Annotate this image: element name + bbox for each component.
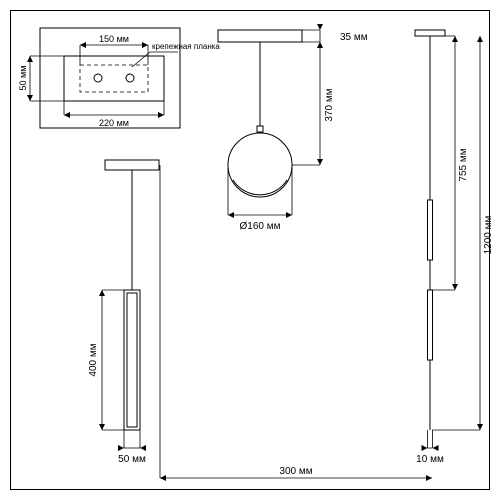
dim-inset-150: 150 мм	[99, 34, 129, 44]
dim-sphere-160: Ø160 мм	[240, 221, 281, 232]
dim-inset-50: 50 мм	[18, 66, 28, 91]
inset-mounting-plate: 150 мм крепежная планка 220 мм 50 мм	[18, 28, 220, 128]
dim-overall-300: 300 мм	[279, 466, 312, 477]
dim-thin-10: 10 мм	[416, 454, 444, 465]
dim-bar-50: 50 мм	[118, 454, 146, 465]
dim-canopy-35: 35 мм	[340, 32, 368, 43]
pendant-rectangular: 400 мм 50 мм	[88, 160, 159, 465]
dim-inset-220: 220 мм	[99, 118, 129, 128]
dim-thin-1200: 1200 мм	[483, 215, 494, 254]
dim-bar-400: 400 мм	[88, 343, 99, 376]
dim-thin-755: 755 мм	[458, 148, 469, 181]
technical-drawing: 150 мм крепежная планка 220 мм 50 мм	[0, 0, 500, 500]
dim-drop-370: 370 мм	[324, 88, 335, 121]
note-bracket: крепежная планка	[152, 42, 220, 51]
pendant-thin: 755 мм 1200 мм 10 мм	[415, 30, 494, 465]
overall-width: 300 мм	[160, 165, 432, 481]
pendant-sphere: 35 мм 370 мм Ø160 мм	[218, 24, 368, 232]
